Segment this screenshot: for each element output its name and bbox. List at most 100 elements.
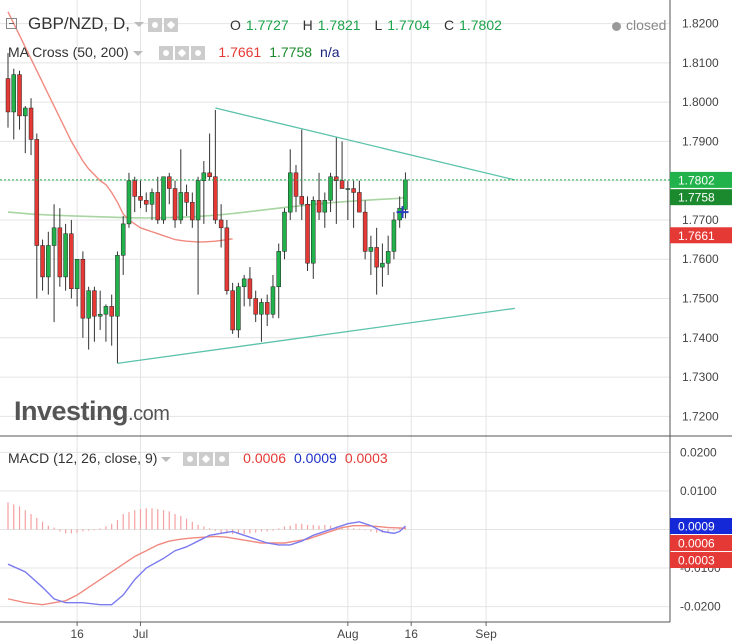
candle-down (218, 219, 224, 229)
time-tick-label: Aug (337, 627, 358, 641)
candle-down (69, 233, 74, 289)
time-tick-label: 16 (70, 627, 84, 641)
macd-tick-label: -0.0200 (680, 600, 721, 614)
ma-cross-legend: MA Cross (50, 200) 1.7661 1.7758 n/a (8, 44, 340, 61)
candle-up (46, 245, 51, 278)
candle-up (403, 179, 408, 210)
ohlc-readout: O 1.7727 H 1.7821 L 1.7704 C 1.7802 (230, 17, 512, 33)
macd-axis-label: 0.0003 (678, 554, 715, 568)
candle-down (80, 258, 86, 319)
candle-down (362, 211, 368, 252)
candle-up (385, 251, 391, 264)
gear-icon[interactable] (164, 17, 179, 32)
macd-value: 0.0009 (294, 450, 337, 466)
candle-down (253, 298, 258, 315)
candle-down (224, 227, 230, 291)
macd-axis-label-bg (670, 535, 732, 552)
candle-up (328, 176, 333, 201)
price-tick-label: 1.7200 (682, 409, 719, 423)
candle-down (213, 176, 218, 221)
status-dot-icon (612, 21, 621, 31)
candle-up (259, 302, 264, 315)
ma50-value: 1.7661 (218, 44, 262, 60)
eye-icon[interactable] (148, 17, 163, 32)
price-tick-label: 1.7300 (682, 370, 719, 384)
symbol-title: GBP/NZD, D, (28, 14, 131, 33)
price-tick-label: 1.7900 (682, 134, 719, 148)
candle-up (236, 286, 241, 331)
close-label: C (443, 17, 455, 33)
trendline (117, 307, 515, 364)
price-tick-label: 1.8000 (682, 95, 719, 109)
macd-signal-line (7, 524, 406, 606)
candle-down (143, 200, 149, 205)
candle-up (115, 255, 120, 317)
price-tick-label: 1.8100 (682, 56, 719, 70)
price-axis-label: 1.7802 (678, 173, 715, 187)
ma-cross-label: MA Cross (50, 200) (8, 44, 129, 60)
eye-icon[interactable] (183, 452, 198, 467)
candle-up (178, 192, 184, 221)
candle-up (86, 290, 91, 319)
market-status: closed (612, 17, 666, 33)
low-label: L (374, 17, 383, 33)
price-tick-label: 1.7400 (682, 331, 719, 345)
logo-suffix: .com (128, 403, 170, 425)
price-axis-label: 1.7661 (678, 229, 715, 243)
candle-down (316, 200, 322, 213)
gear-icon[interactable] (174, 46, 189, 61)
close-icon[interactable] (215, 452, 230, 467)
candle-up (149, 192, 155, 205)
candle-down (138, 196, 143, 201)
candle-up (287, 172, 293, 213)
eye-icon[interactable] (158, 46, 173, 61)
candle-down (132, 180, 137, 197)
chevron-down-icon[interactable] (134, 22, 145, 28)
candle-down (28, 107, 34, 140)
candle-down (40, 245, 45, 278)
candle-down (293, 172, 299, 197)
candle-up (11, 74, 17, 113)
candle-down (207, 172, 212, 178)
macd-tick-label: 0.0200 (680, 445, 717, 459)
candle-down (351, 188, 356, 193)
price-axis-label-bg (670, 189, 732, 206)
candle-down (230, 290, 235, 331)
macd-axis-label-bg (670, 518, 732, 535)
macd-line (7, 521, 406, 606)
chevron-down-icon[interactable] (161, 456, 172, 462)
candle-up (397, 207, 402, 221)
chevron-down-icon[interactable] (132, 50, 143, 56)
candle-down (339, 180, 345, 189)
price-axis-label-bg (670, 227, 732, 244)
macd-axis-label: 0.0006 (678, 537, 715, 551)
candle-up (63, 233, 68, 278)
candle-down (357, 192, 362, 213)
price-tick-label: 1.7700 (682, 213, 719, 227)
candle-down (190, 202, 195, 221)
high-value: 1.7821 (317, 17, 361, 33)
close-icon[interactable] (190, 46, 205, 61)
candle-down (172, 188, 178, 221)
price-axis-label-bg (670, 171, 732, 188)
candle-up (120, 223, 126, 256)
candle-down (264, 302, 270, 315)
price-tick-label: 1.7500 (682, 292, 719, 306)
macd-label: MACD (12, 26, close, 9) (8, 450, 158, 466)
candle-up (322, 200, 328, 213)
macd-legend: MACD (12, 26, close, 9) 0.0006 0.0009 0.00… (8, 450, 396, 467)
candle-up (23, 107, 28, 117)
candle-up (241, 278, 247, 287)
market-status-text: closed (626, 17, 667, 33)
candle-up (368, 247, 374, 252)
collapse-pane-icon[interactable] (6, 18, 17, 29)
candle-up (161, 176, 166, 221)
open-label: O (230, 17, 241, 33)
candle-down (305, 204, 310, 264)
candle-down (92, 290, 97, 317)
candle-up (103, 306, 109, 315)
candle-up (391, 219, 397, 252)
time-tick-label: Jul (133, 627, 148, 641)
gear-icon[interactable] (199, 452, 214, 467)
